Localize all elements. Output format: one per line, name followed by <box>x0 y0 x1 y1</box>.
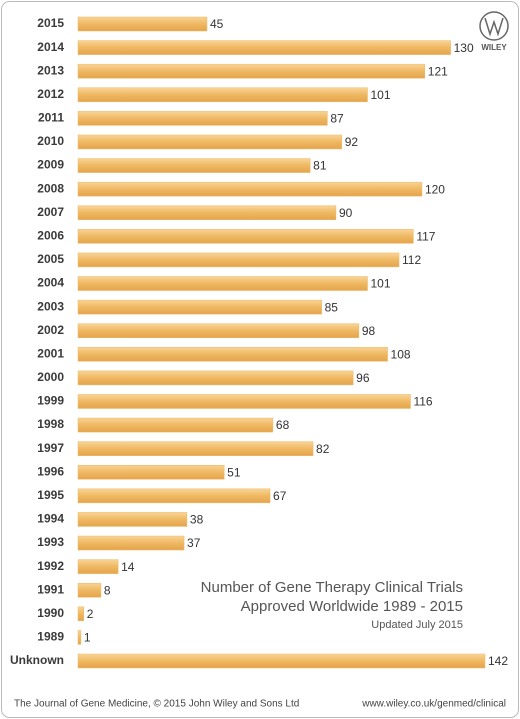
value-label: 121 <box>428 64 448 78</box>
value-label: 1 <box>84 631 91 645</box>
logo-mark <box>484 17 504 37</box>
y-tick-label: 2010 <box>37 134 64 148</box>
y-tick-label: Unknown <box>10 653 64 667</box>
y-tick-label: 2008 <box>37 181 64 195</box>
bar <box>77 181 423 197</box>
y-tick-label: 1990 <box>37 606 64 620</box>
y-tick-label: 2006 <box>37 229 64 243</box>
y-tick-label: 2011 <box>38 111 64 125</box>
bar <box>77 299 322 315</box>
logo-circle <box>479 11 509 41</box>
value-label: 120 <box>425 182 445 196</box>
source: The Journal of Gene Medicine, © 2015 Joh… <box>14 699 299 710</box>
y-tick-label: 1994 <box>37 512 64 526</box>
value-label: 2 <box>87 607 94 621</box>
bar <box>77 488 271 504</box>
y-tick-label: 1989 <box>37 630 64 644</box>
bar <box>77 394 411 409</box>
value-label: 116 <box>413 395 432 409</box>
y-tick-label: 2000 <box>37 370 64 384</box>
value-label: 101 <box>370 88 390 102</box>
bar <box>77 158 311 173</box>
bar <box>77 134 342 150</box>
y-tick-label: 2009 <box>37 158 64 172</box>
y-tick-label: 2015 <box>37 16 64 30</box>
value-label: 8 <box>104 583 111 597</box>
bar <box>77 512 188 527</box>
bar <box>77 582 102 598</box>
value-label: 67 <box>273 489 287 503</box>
y-tick-label: 2001 <box>37 346 64 360</box>
logo-text: WILEY <box>481 43 507 52</box>
value-label: 38 <box>190 513 204 527</box>
bar <box>77 111 328 126</box>
bar <box>77 40 451 55</box>
bar <box>77 205 337 220</box>
y-tick-label: 2005 <box>37 252 64 266</box>
y-tick-label: 2002 <box>37 323 64 337</box>
bar <box>77 323 360 338</box>
bar <box>77 276 368 291</box>
bar <box>77 606 84 622</box>
bar <box>77 630 82 645</box>
y-tick-label: 1992 <box>37 559 64 573</box>
y-tick-label: 2013 <box>37 63 64 77</box>
y-tick-label: 1998 <box>37 417 64 431</box>
y-tick-label: 2007 <box>37 205 64 219</box>
value-label: 101 <box>370 277 390 291</box>
y-tick-label: 1993 <box>37 535 64 549</box>
url: www.wiley.co.uk/genmed/clinical <box>361 699 506 710</box>
bar <box>77 347 388 362</box>
value-label: 81 <box>313 159 327 173</box>
y-tick-label: 1997 <box>37 441 64 455</box>
y-tick-label: 1995 <box>37 488 64 502</box>
logo: WILEY <box>479 11 509 52</box>
y-tick-label: 1996 <box>37 464 64 478</box>
bar <box>77 441 314 456</box>
value-label: 96 <box>356 371 370 385</box>
value-label: 85 <box>325 300 339 314</box>
value-label: 45 <box>210 17 224 31</box>
value-label: 37 <box>187 536 201 550</box>
bar <box>77 63 426 79</box>
value-label: 117 <box>416 230 435 244</box>
chart-title: Number of Gene Therapy Clinical Trials <box>201 579 463 596</box>
chart-title: Approved Worldwide 1989 - 2015 <box>241 598 463 615</box>
y-tick-label: 1991 <box>37 582 64 596</box>
bar <box>77 417 274 433</box>
value-label: 14 <box>121 560 135 574</box>
y-tick-label: 2003 <box>37 299 64 313</box>
bar <box>77 653 486 669</box>
bar <box>77 16 208 32</box>
value-label: 87 <box>330 112 344 126</box>
bar <box>77 87 368 103</box>
value-label: 68 <box>276 418 290 432</box>
value-label: 142 <box>488 654 508 668</box>
bar <box>77 465 225 480</box>
bar <box>77 535 185 551</box>
value-label: 112 <box>402 253 421 267</box>
bar <box>77 370 354 386</box>
y-tick-label: 1999 <box>37 394 64 408</box>
y-tick-label: 2014 <box>37 40 64 54</box>
y-tick-label: 2012 <box>37 87 64 101</box>
value-label: 92 <box>345 135 359 149</box>
bar <box>77 252 400 268</box>
value-label: 108 <box>391 347 411 361</box>
bar <box>77 559 119 574</box>
bar <box>77 229 414 244</box>
value-label: 90 <box>339 206 353 220</box>
value-label: 51 <box>227 465 241 479</box>
y-tick-label: 2004 <box>37 276 64 290</box>
chart-subtitle: Updated July 2015 <box>371 619 463 631</box>
value-label: 82 <box>316 442 330 456</box>
value-label: 130 <box>454 41 474 55</box>
value-label: 98 <box>362 324 376 338</box>
